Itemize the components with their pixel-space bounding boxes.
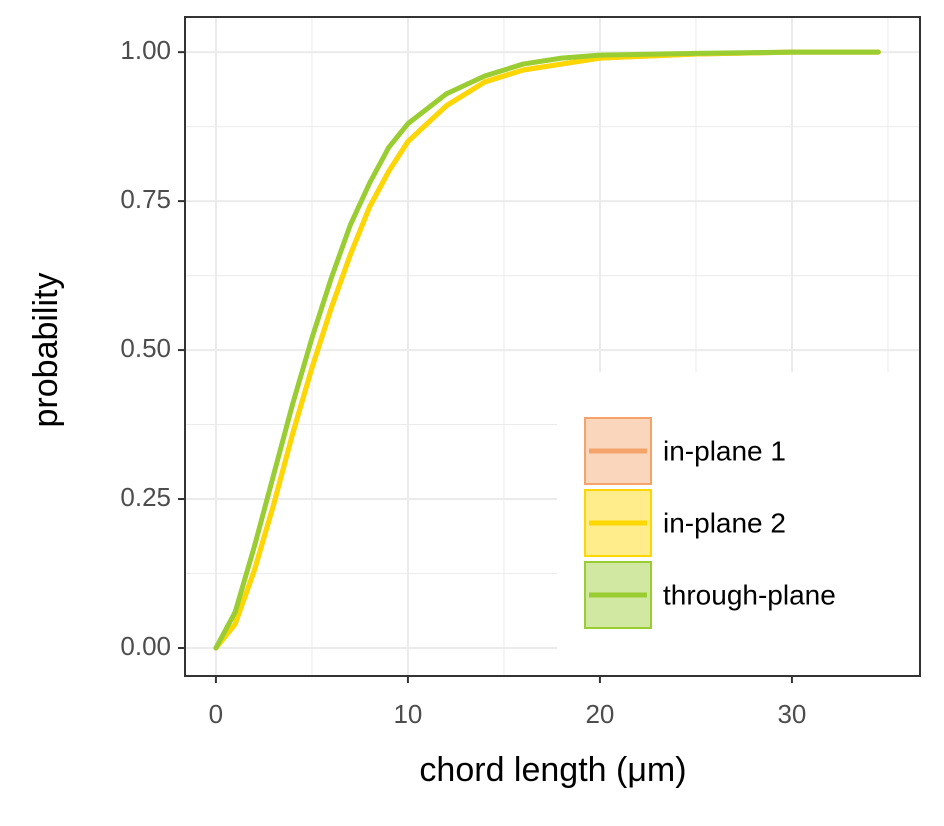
x-tick-label: 10 xyxy=(393,699,422,729)
y-tick-label: 1.00 xyxy=(120,35,171,65)
x-axis-title: chord length (μm) xyxy=(419,751,686,789)
series-line xyxy=(213,49,881,651)
x-tick-label: 0 xyxy=(209,699,223,729)
legend-label: through-plane xyxy=(663,579,836,610)
y-axis-title: probability xyxy=(27,273,65,428)
x-tick-label: 30 xyxy=(777,699,806,729)
x-tick-label: 20 xyxy=(585,699,614,729)
legend: in-plane 1 in-plane 2 through-plane xyxy=(557,372,919,675)
legend-label: in-plane 1 xyxy=(663,435,786,466)
y-tick-label: 0.75 xyxy=(120,184,171,214)
panel-border xyxy=(184,16,921,677)
series-line xyxy=(213,49,881,651)
y-tick-label: 0.25 xyxy=(120,482,171,512)
legend-label: in-plane 2 xyxy=(663,507,786,538)
y-tick-label: 0.50 xyxy=(120,333,171,363)
y-tick-label: 0.00 xyxy=(120,631,171,661)
